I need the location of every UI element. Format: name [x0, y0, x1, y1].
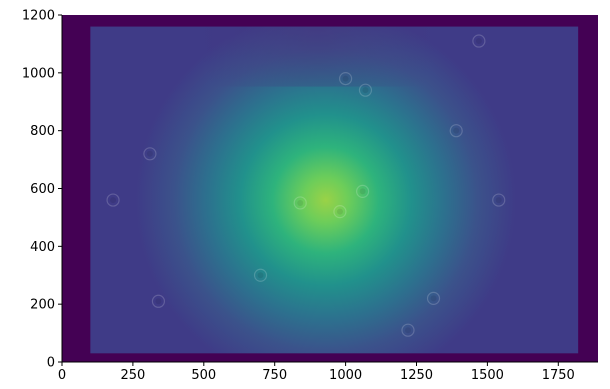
dust-ring: [401, 323, 415, 337]
dust-ring-core: [359, 188, 366, 195]
dust-ring-core: [430, 295, 437, 302]
x-tick-label: 1250: [400, 368, 433, 383]
dust-ring: [449, 124, 463, 138]
x-tick-label: 500: [191, 368, 216, 383]
dust-ring-core: [404, 327, 411, 334]
plot-area: [62, 15, 598, 362]
dust-ring: [106, 193, 120, 207]
x-tick-label: 1500: [471, 368, 504, 383]
dust-ring-core: [336, 208, 343, 215]
dust-ring-core: [475, 38, 482, 45]
y-tick-label: 800: [30, 124, 55, 139]
dust-ring-core: [155, 298, 162, 305]
dust-ring: [253, 268, 268, 282]
axes: 0 250 500 750 1000 1250 1500 1750 0 200 400 600 800 1…: [22, 9, 598, 383]
dust-ring: [333, 205, 347, 219]
dust-ring: [356, 184, 370, 198]
y-tick-label: 600: [30, 182, 55, 197]
dust-ring-core: [146, 150, 153, 157]
dust-ring-core: [297, 199, 304, 206]
y-tick-label: 400: [30, 240, 55, 255]
dust-ring-core: [453, 127, 460, 134]
dust-ring: [426, 291, 441, 305]
dust-ring-core: [342, 75, 349, 82]
dust-ring: [151, 294, 166, 308]
dust-ring: [358, 83, 373, 97]
x-tick-label: 250: [120, 368, 145, 383]
dust-ring-core: [495, 197, 502, 204]
x-tick-label: 1750: [542, 368, 575, 383]
dust-ring-core: [257, 272, 264, 279]
dust-ring: [472, 34, 486, 48]
dust-ring: [293, 196, 307, 210]
dust-ring: [492, 193, 506, 207]
dust-ring-core: [110, 197, 117, 204]
dust-ring: [338, 72, 353, 86]
y-tick-label: 200: [30, 298, 55, 313]
heatmap-upper-shadow: [90, 26, 579, 87]
x-tick-label: 1000: [329, 368, 362, 383]
y-tick-label: 1200: [22, 9, 55, 24]
y-tick-label: 1000: [22, 66, 55, 81]
x-tick-label: 750: [262, 368, 287, 383]
y-tick-label: 0: [47, 356, 55, 371]
x-tick-label: 0: [58, 368, 66, 383]
dust-ring-core: [362, 87, 369, 94]
dust-ring: [143, 147, 157, 161]
